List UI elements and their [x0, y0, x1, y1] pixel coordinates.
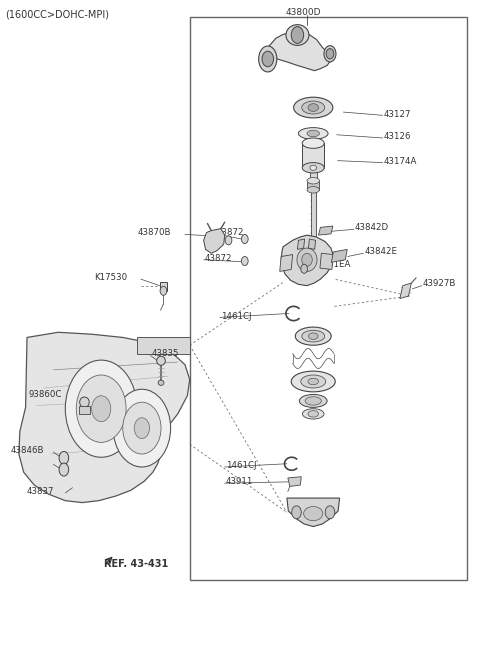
Polygon shape: [400, 283, 411, 299]
Ellipse shape: [297, 248, 317, 271]
Polygon shape: [298, 239, 305, 249]
Ellipse shape: [158, 380, 164, 386]
Circle shape: [291, 27, 304, 43]
Polygon shape: [79, 406, 90, 414]
FancyBboxPatch shape: [190, 17, 468, 580]
Circle shape: [113, 389, 170, 467]
Polygon shape: [311, 190, 316, 240]
Polygon shape: [307, 180, 320, 190]
Ellipse shape: [304, 506, 323, 520]
Circle shape: [134, 418, 150, 439]
Polygon shape: [159, 282, 167, 291]
Ellipse shape: [324, 45, 336, 62]
Polygon shape: [204, 228, 225, 253]
Polygon shape: [310, 168, 317, 180]
Text: 43872: 43872: [216, 228, 243, 237]
Polygon shape: [288, 476, 301, 486]
Text: (1600CC>DOHC-MPI): (1600CC>DOHC-MPI): [5, 10, 109, 20]
Ellipse shape: [302, 101, 324, 114]
Circle shape: [59, 463, 69, 476]
Ellipse shape: [157, 356, 165, 365]
Text: 43872: 43872: [204, 254, 232, 263]
Text: 43126: 43126: [384, 132, 411, 141]
Ellipse shape: [80, 397, 89, 408]
Ellipse shape: [259, 46, 277, 72]
Circle shape: [241, 234, 248, 243]
Polygon shape: [19, 332, 190, 502]
Polygon shape: [281, 235, 333, 286]
Circle shape: [160, 286, 167, 295]
Ellipse shape: [302, 138, 324, 149]
Text: 43174A: 43174A: [384, 157, 417, 165]
Polygon shape: [331, 249, 347, 262]
Text: 43911: 43911: [226, 478, 253, 486]
Ellipse shape: [305, 397, 322, 405]
Circle shape: [241, 256, 248, 265]
Ellipse shape: [286, 25, 309, 45]
Ellipse shape: [301, 375, 325, 388]
Text: REF. 43-431: REF. 43-431: [104, 559, 168, 569]
Text: 43127: 43127: [384, 110, 411, 119]
Ellipse shape: [300, 395, 327, 408]
Text: 43870B: 43870B: [137, 228, 170, 237]
Text: 43927B: 43927B: [423, 279, 456, 288]
Ellipse shape: [310, 165, 317, 171]
Ellipse shape: [307, 177, 320, 184]
Circle shape: [292, 506, 301, 519]
Text: 43835: 43835: [152, 349, 179, 358]
Circle shape: [123, 402, 161, 454]
Circle shape: [65, 360, 137, 458]
Polygon shape: [264, 32, 331, 71]
Ellipse shape: [302, 330, 324, 342]
Circle shape: [92, 396, 111, 422]
Text: 43842D: 43842D: [355, 223, 389, 232]
Ellipse shape: [307, 186, 320, 193]
Polygon shape: [137, 337, 190, 354]
Polygon shape: [287, 498, 339, 526]
Text: 1461EA: 1461EA: [317, 260, 350, 269]
Text: 43842E: 43842E: [364, 247, 397, 256]
Ellipse shape: [309, 333, 318, 339]
Ellipse shape: [308, 411, 319, 417]
Circle shape: [326, 49, 334, 59]
Ellipse shape: [308, 378, 319, 385]
Polygon shape: [280, 254, 293, 271]
Polygon shape: [320, 253, 333, 269]
Ellipse shape: [294, 97, 333, 118]
Circle shape: [76, 375, 126, 443]
Text: 43800D: 43800D: [286, 8, 321, 17]
Circle shape: [301, 264, 308, 273]
Text: 43846B: 43846B: [10, 447, 44, 456]
Text: 1461CJ: 1461CJ: [221, 312, 252, 321]
Text: 93860C: 93860C: [28, 390, 62, 399]
Circle shape: [225, 236, 232, 245]
Ellipse shape: [299, 128, 328, 140]
Circle shape: [325, 506, 335, 519]
Ellipse shape: [302, 253, 312, 266]
Ellipse shape: [302, 163, 324, 173]
Ellipse shape: [302, 409, 324, 419]
Polygon shape: [302, 143, 324, 168]
Ellipse shape: [308, 104, 319, 112]
Circle shape: [262, 51, 274, 67]
Ellipse shape: [291, 371, 335, 392]
Text: K17530: K17530: [94, 273, 127, 282]
Text: 43837: 43837: [27, 487, 55, 496]
Ellipse shape: [295, 327, 331, 345]
Polygon shape: [319, 226, 333, 235]
Text: 1461CJ: 1461CJ: [226, 461, 256, 470]
Polygon shape: [309, 239, 316, 249]
Circle shape: [59, 452, 69, 465]
Ellipse shape: [307, 130, 320, 137]
